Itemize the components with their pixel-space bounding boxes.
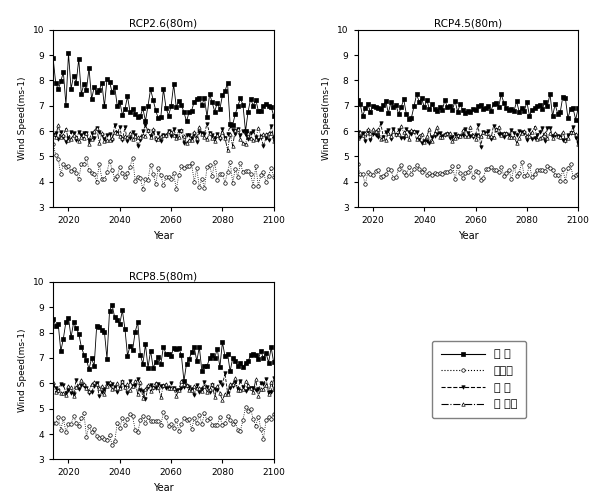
Title: RCP4.5(80m): RCP4.5(80m) <box>434 19 502 29</box>
Y-axis label: Wind Speed(ms-1): Wind Speed(ms-1) <box>323 77 332 160</box>
Y-axis label: Wind Speed(ms-1): Wind Speed(ms-1) <box>18 329 27 412</box>
Title: RCP2.6(80m): RCP2.6(80m) <box>129 19 198 29</box>
X-axis label: Year: Year <box>153 483 173 493</box>
Title: RCP8.5(80m): RCP8.5(80m) <box>129 271 198 281</box>
Legend: 한 경, 대관령, 열 양, 서 남해: 한 경, 대관령, 열 양, 서 남해 <box>432 341 526 418</box>
Y-axis label: Wind Speed(ms-1): Wind Speed(ms-1) <box>18 77 27 160</box>
X-axis label: Year: Year <box>153 231 173 241</box>
X-axis label: Year: Year <box>458 231 478 241</box>
